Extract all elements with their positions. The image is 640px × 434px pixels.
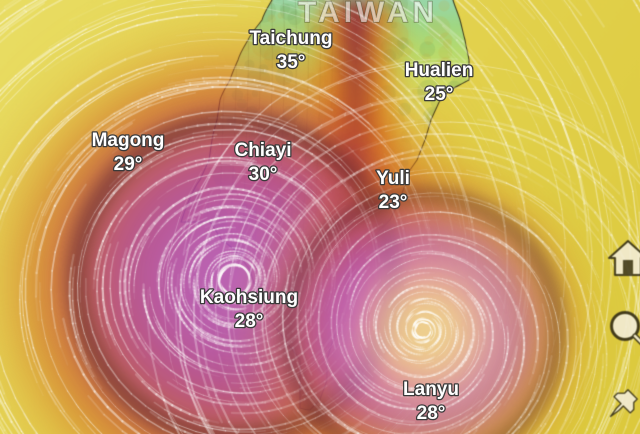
svg-text:30°: 30° bbox=[249, 164, 278, 185]
svg-text:28°: 28° bbox=[235, 311, 264, 332]
svg-text:Taichung: Taichung bbox=[249, 28, 332, 49]
svg-text:Yuli: Yuli bbox=[376, 168, 410, 189]
svg-text:Kaohsiung: Kaohsiung bbox=[200, 287, 298, 308]
svg-text:35°: 35° bbox=[277, 52, 306, 73]
svg-text:Chiayi: Chiayi bbox=[234, 140, 291, 161]
svg-text:TAIWAN: TAIWAN bbox=[298, 0, 438, 29]
svg-text:Magong: Magong bbox=[92, 130, 165, 151]
svg-text:28°: 28° bbox=[417, 403, 446, 424]
svg-text:25°: 25° bbox=[425, 84, 454, 105]
svg-text:29°: 29° bbox=[114, 154, 143, 175]
svg-text:Lanyu: Lanyu bbox=[403, 379, 459, 400]
svg-text:23°: 23° bbox=[379, 192, 408, 213]
svg-text:Hualien: Hualien bbox=[405, 60, 474, 81]
